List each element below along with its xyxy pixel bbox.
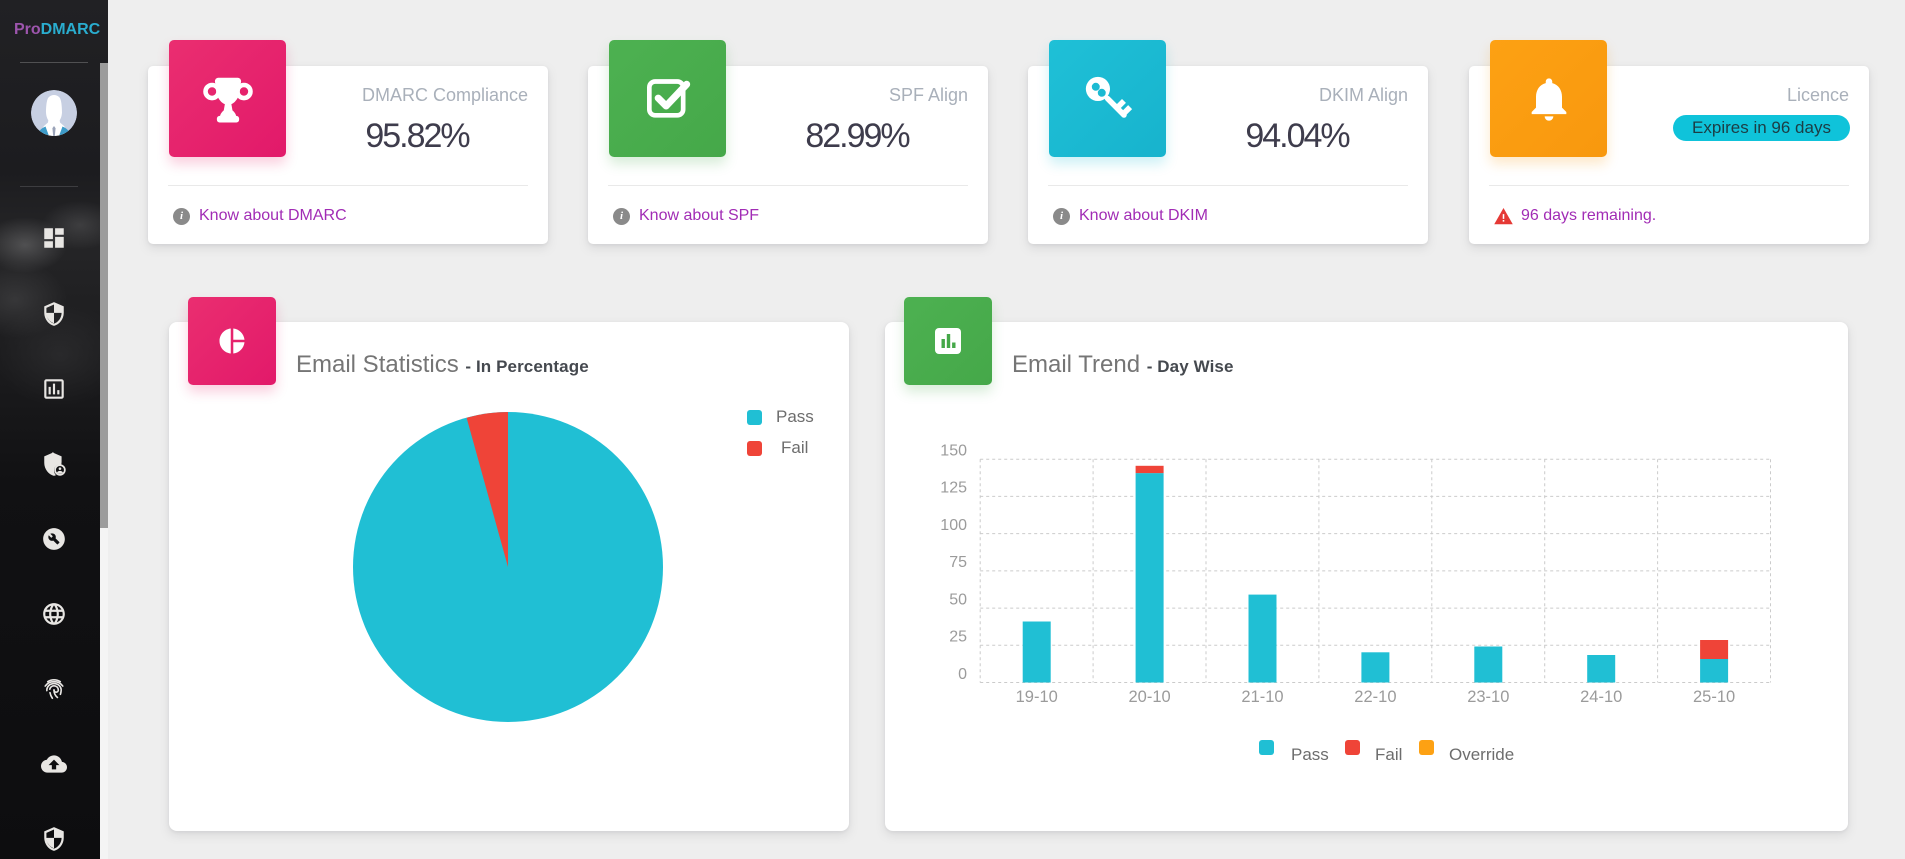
svg-text:25: 25 [949, 629, 967, 646]
svg-text:25-10: 25-10 [1693, 688, 1735, 706]
svg-text:19-10: 19-10 [1016, 688, 1058, 706]
svg-text:22-10: 22-10 [1354, 688, 1396, 706]
svg-text:100: 100 [940, 517, 967, 534]
svg-text:0: 0 [958, 666, 967, 683]
svg-text:Pass: Pass [1291, 745, 1329, 764]
svg-text:150: 150 [940, 443, 967, 460]
svg-text:20-10: 20-10 [1128, 688, 1170, 706]
svg-text:125: 125 [940, 480, 967, 497]
svg-text:24-10: 24-10 [1580, 688, 1622, 706]
svg-text:Fail: Fail [1375, 745, 1402, 764]
svg-text:Override: Override [1449, 745, 1514, 764]
svg-text:75: 75 [949, 554, 967, 571]
svg-text:21-10: 21-10 [1241, 688, 1283, 706]
svg-text:23-10: 23-10 [1467, 688, 1509, 706]
svg-text:50: 50 [949, 591, 967, 608]
